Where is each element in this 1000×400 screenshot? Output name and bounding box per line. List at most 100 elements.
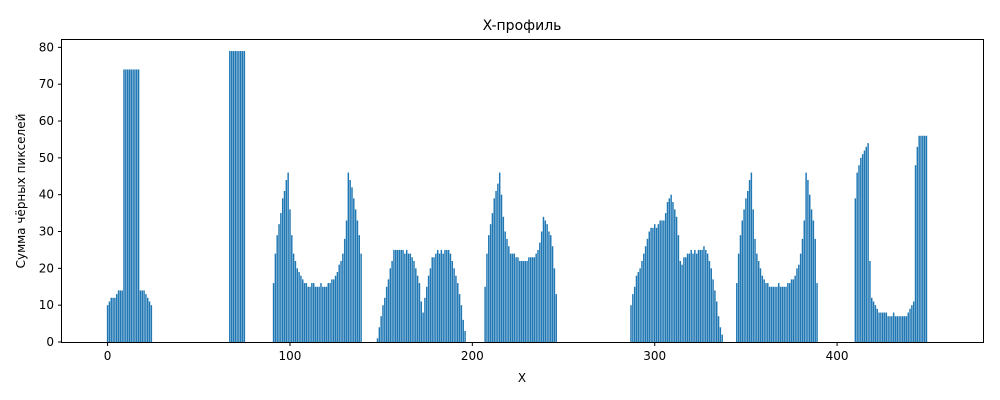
bar	[354, 209, 357, 342]
bar	[706, 253, 709, 342]
bar	[902, 316, 904, 342]
bar	[878, 312, 880, 342]
y-tick-label: 60	[39, 114, 54, 128]
bar	[816, 283, 818, 342]
bar	[424, 297, 426, 342]
bar	[635, 275, 638, 342]
bar	[892, 312, 895, 342]
bar	[343, 238, 346, 342]
bar	[358, 235, 360, 342]
x-ticks: 0 100 200 300 400	[104, 342, 849, 363]
bar	[338, 264, 340, 342]
bar	[234, 51, 236, 343]
bar	[139, 290, 142, 342]
bar	[703, 246, 705, 342]
bar	[517, 257, 519, 342]
bar	[458, 294, 461, 342]
y-tick-label: 80	[39, 40, 54, 54]
bar	[548, 231, 550, 342]
bar	[644, 246, 647, 342]
bar	[385, 286, 388, 342]
bar	[869, 260, 871, 342]
bar	[639, 268, 641, 342]
bar	[145, 294, 147, 342]
bar	[546, 224, 548, 342]
bar	[812, 220, 815, 342]
bar	[436, 249, 439, 342]
bar	[898, 316, 900, 342]
bar	[907, 312, 909, 342]
bar	[714, 290, 716, 342]
bar	[323, 286, 326, 342]
bar	[342, 253, 344, 342]
bar	[860, 157, 862, 342]
bar	[331, 279, 333, 342]
y-ticks: 0 10 20 30 40 50 60 70 80	[39, 40, 62, 349]
bar	[141, 290, 143, 342]
bar	[415, 268, 417, 342]
bar	[646, 238, 649, 342]
bar	[799, 253, 802, 342]
bar	[402, 249, 404, 342]
bar	[281, 198, 284, 342]
bar	[108, 301, 111, 342]
bar	[526, 260, 528, 342]
bar	[736, 283, 738, 342]
bar	[699, 249, 702, 342]
bar	[743, 209, 745, 342]
bar	[695, 253, 698, 342]
bar	[493, 198, 495, 342]
bar	[550, 235, 552, 342]
bar	[861, 154, 864, 342]
bar	[329, 283, 331, 342]
bar	[274, 253, 277, 342]
bar	[400, 249, 402, 342]
y-tick-label: 50	[39, 151, 54, 165]
bar	[457, 283, 459, 342]
bar	[311, 283, 313, 342]
bar	[519, 260, 521, 342]
bar	[761, 275, 764, 342]
bar	[883, 312, 886, 342]
bar	[497, 183, 499, 342]
bar	[449, 253, 452, 342]
bar	[767, 283, 769, 342]
bar	[533, 257, 536, 342]
bar	[486, 253, 488, 342]
bar	[741, 220, 743, 342]
bar	[672, 202, 674, 342]
bar	[460, 305, 463, 342]
y-tick-label: 40	[39, 188, 54, 202]
bar	[236, 51, 238, 343]
bar	[772, 286, 774, 342]
bar	[136, 69, 138, 343]
bar	[384, 297, 386, 342]
bar	[783, 286, 785, 342]
bar	[283, 191, 286, 342]
bar	[768, 286, 771, 342]
bar	[701, 249, 703, 342]
bar	[788, 283, 791, 342]
bar	[920, 135, 922, 342]
bar	[641, 260, 643, 342]
bar	[387, 279, 390, 342]
bar	[710, 268, 712, 342]
x-tick-label: 0	[104, 349, 112, 363]
bar	[650, 227, 652, 342]
bar	[683, 257, 685, 342]
bar	[243, 51, 246, 343]
bar	[874, 305, 877, 342]
bar	[287, 172, 289, 342]
bar	[544, 220, 547, 342]
bar	[867, 143, 869, 342]
bar	[717, 316, 720, 342]
bar	[792, 279, 795, 342]
bar	[446, 249, 448, 342]
x-tick-label: 100	[279, 349, 302, 363]
bar	[294, 260, 297, 342]
bar	[327, 283, 329, 342]
bar	[705, 249, 707, 342]
bar	[137, 69, 140, 343]
